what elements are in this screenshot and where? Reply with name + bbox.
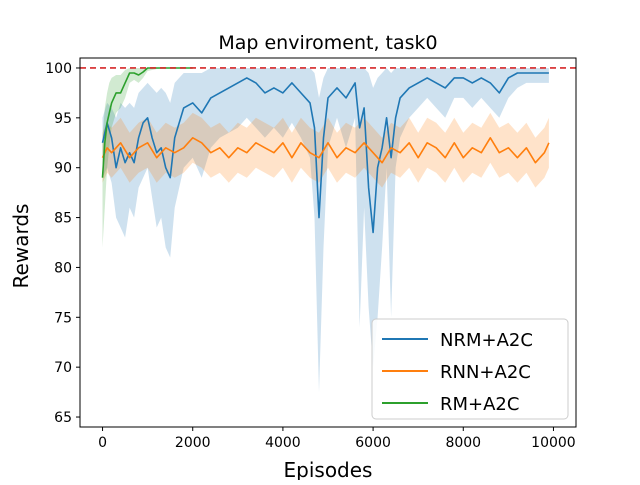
y-tick-label: 100 (45, 61, 72, 77)
y-tick-label: 80 (54, 260, 72, 276)
line-rnn-a2c (101, 137, 550, 164)
y-tick-label: 90 (54, 161, 72, 177)
legend-label-rnn-a2c: RNN+A2C (440, 362, 531, 383)
x-tick-label: 0 (98, 435, 107, 451)
x-tick-label: 10000 (531, 435, 576, 451)
plot-frame (79, 57, 577, 428)
axes: 0 2000 4000 6000 8000 10000 65 70 75 80 85 90 95 100 (45, 57, 577, 451)
x-tick-label: 6000 (355, 435, 391, 451)
y-tick-label: 95 (54, 111, 72, 127)
y-tick-label: 75 (54, 310, 72, 326)
y-tick-label: 85 (54, 211, 72, 227)
line-nrm-a2c (101, 72, 549, 234)
legend-label-rm-a2c: RM+A2C (440, 394, 519, 415)
y-axis-title: Rewards (9, 204, 33, 289)
y-tick-label: 70 (54, 360, 72, 376)
legend: NRM+A2C RNN+A2C RM+A2C (371, 318, 569, 420)
x-tick-label: 2000 (175, 435, 211, 451)
x-axis-title: Episodes (284, 458, 373, 480)
band-rnn-a2c (102, 112, 549, 188)
legend-box (371, 318, 569, 420)
x-tick-label: 4000 (265, 435, 301, 451)
chart-title: Map enviroment, task0 (218, 32, 437, 54)
x-tick-label: 8000 (445, 435, 481, 451)
band-rm-a2c (102, 68, 193, 248)
confidence-bands (102, 68, 549, 393)
band-nrm-a2c (102, 68, 549, 393)
y-tick-label: 65 (54, 410, 72, 426)
legend-label-nrm-a2c: NRM+A2C (440, 330, 533, 351)
